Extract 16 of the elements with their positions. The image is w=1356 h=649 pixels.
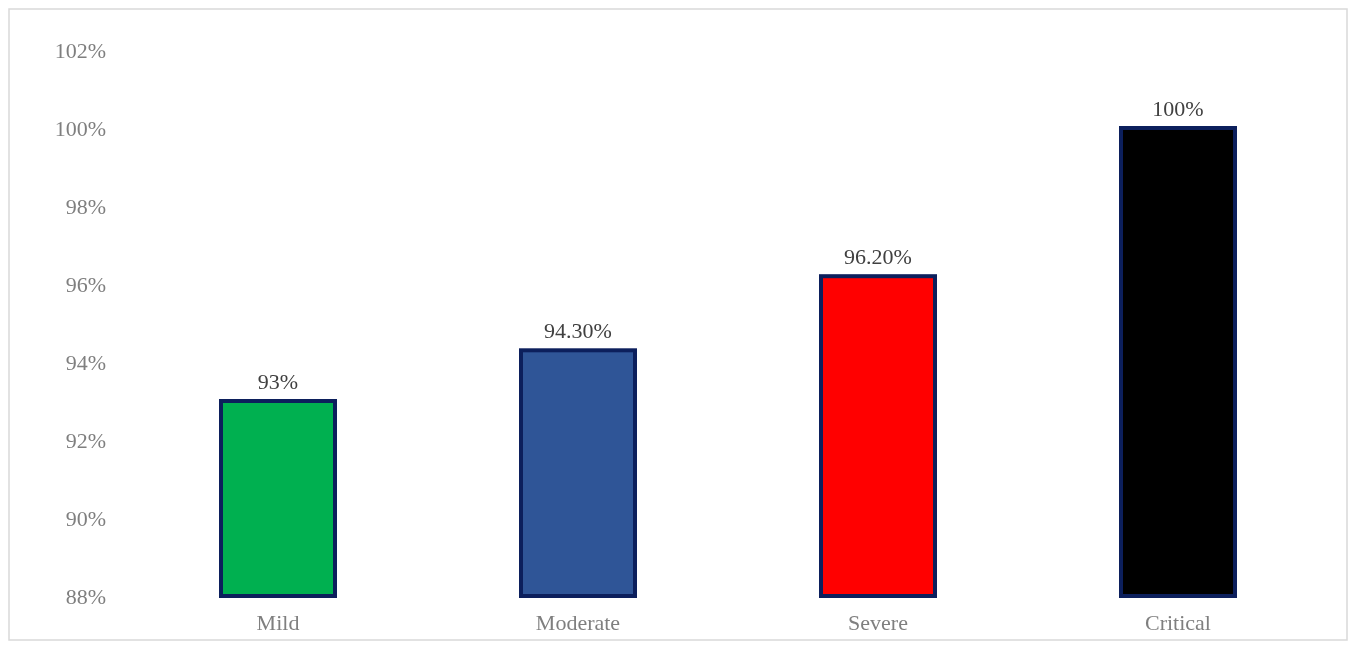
y-tick-label: 92% <box>65 427 106 453</box>
x-tick-label: Moderate <box>535 610 621 635</box>
x-tick-label: Severe <box>848 610 908 635</box>
y-tick-label: 96% <box>65 271 106 297</box>
y-tick-label: 98% <box>65 193 106 219</box>
data-label: 100% <box>1152 96 1204 121</box>
x-tick-label: Critical <box>1145 610 1211 635</box>
data-label: 94.30% <box>544 318 612 344</box>
data-label: 96.20% <box>844 244 912 270</box>
y-tick-label: 94% <box>65 349 106 375</box>
y-tick-label: 100% <box>54 115 106 141</box>
y-tick-label: 88% <box>65 583 106 609</box>
data-label: 93% <box>257 369 299 394</box>
x-tick-label: Mild <box>256 610 300 635</box>
y-tick-label: 90% <box>65 505 106 531</box>
y-tick-label: 102% <box>54 37 106 63</box>
